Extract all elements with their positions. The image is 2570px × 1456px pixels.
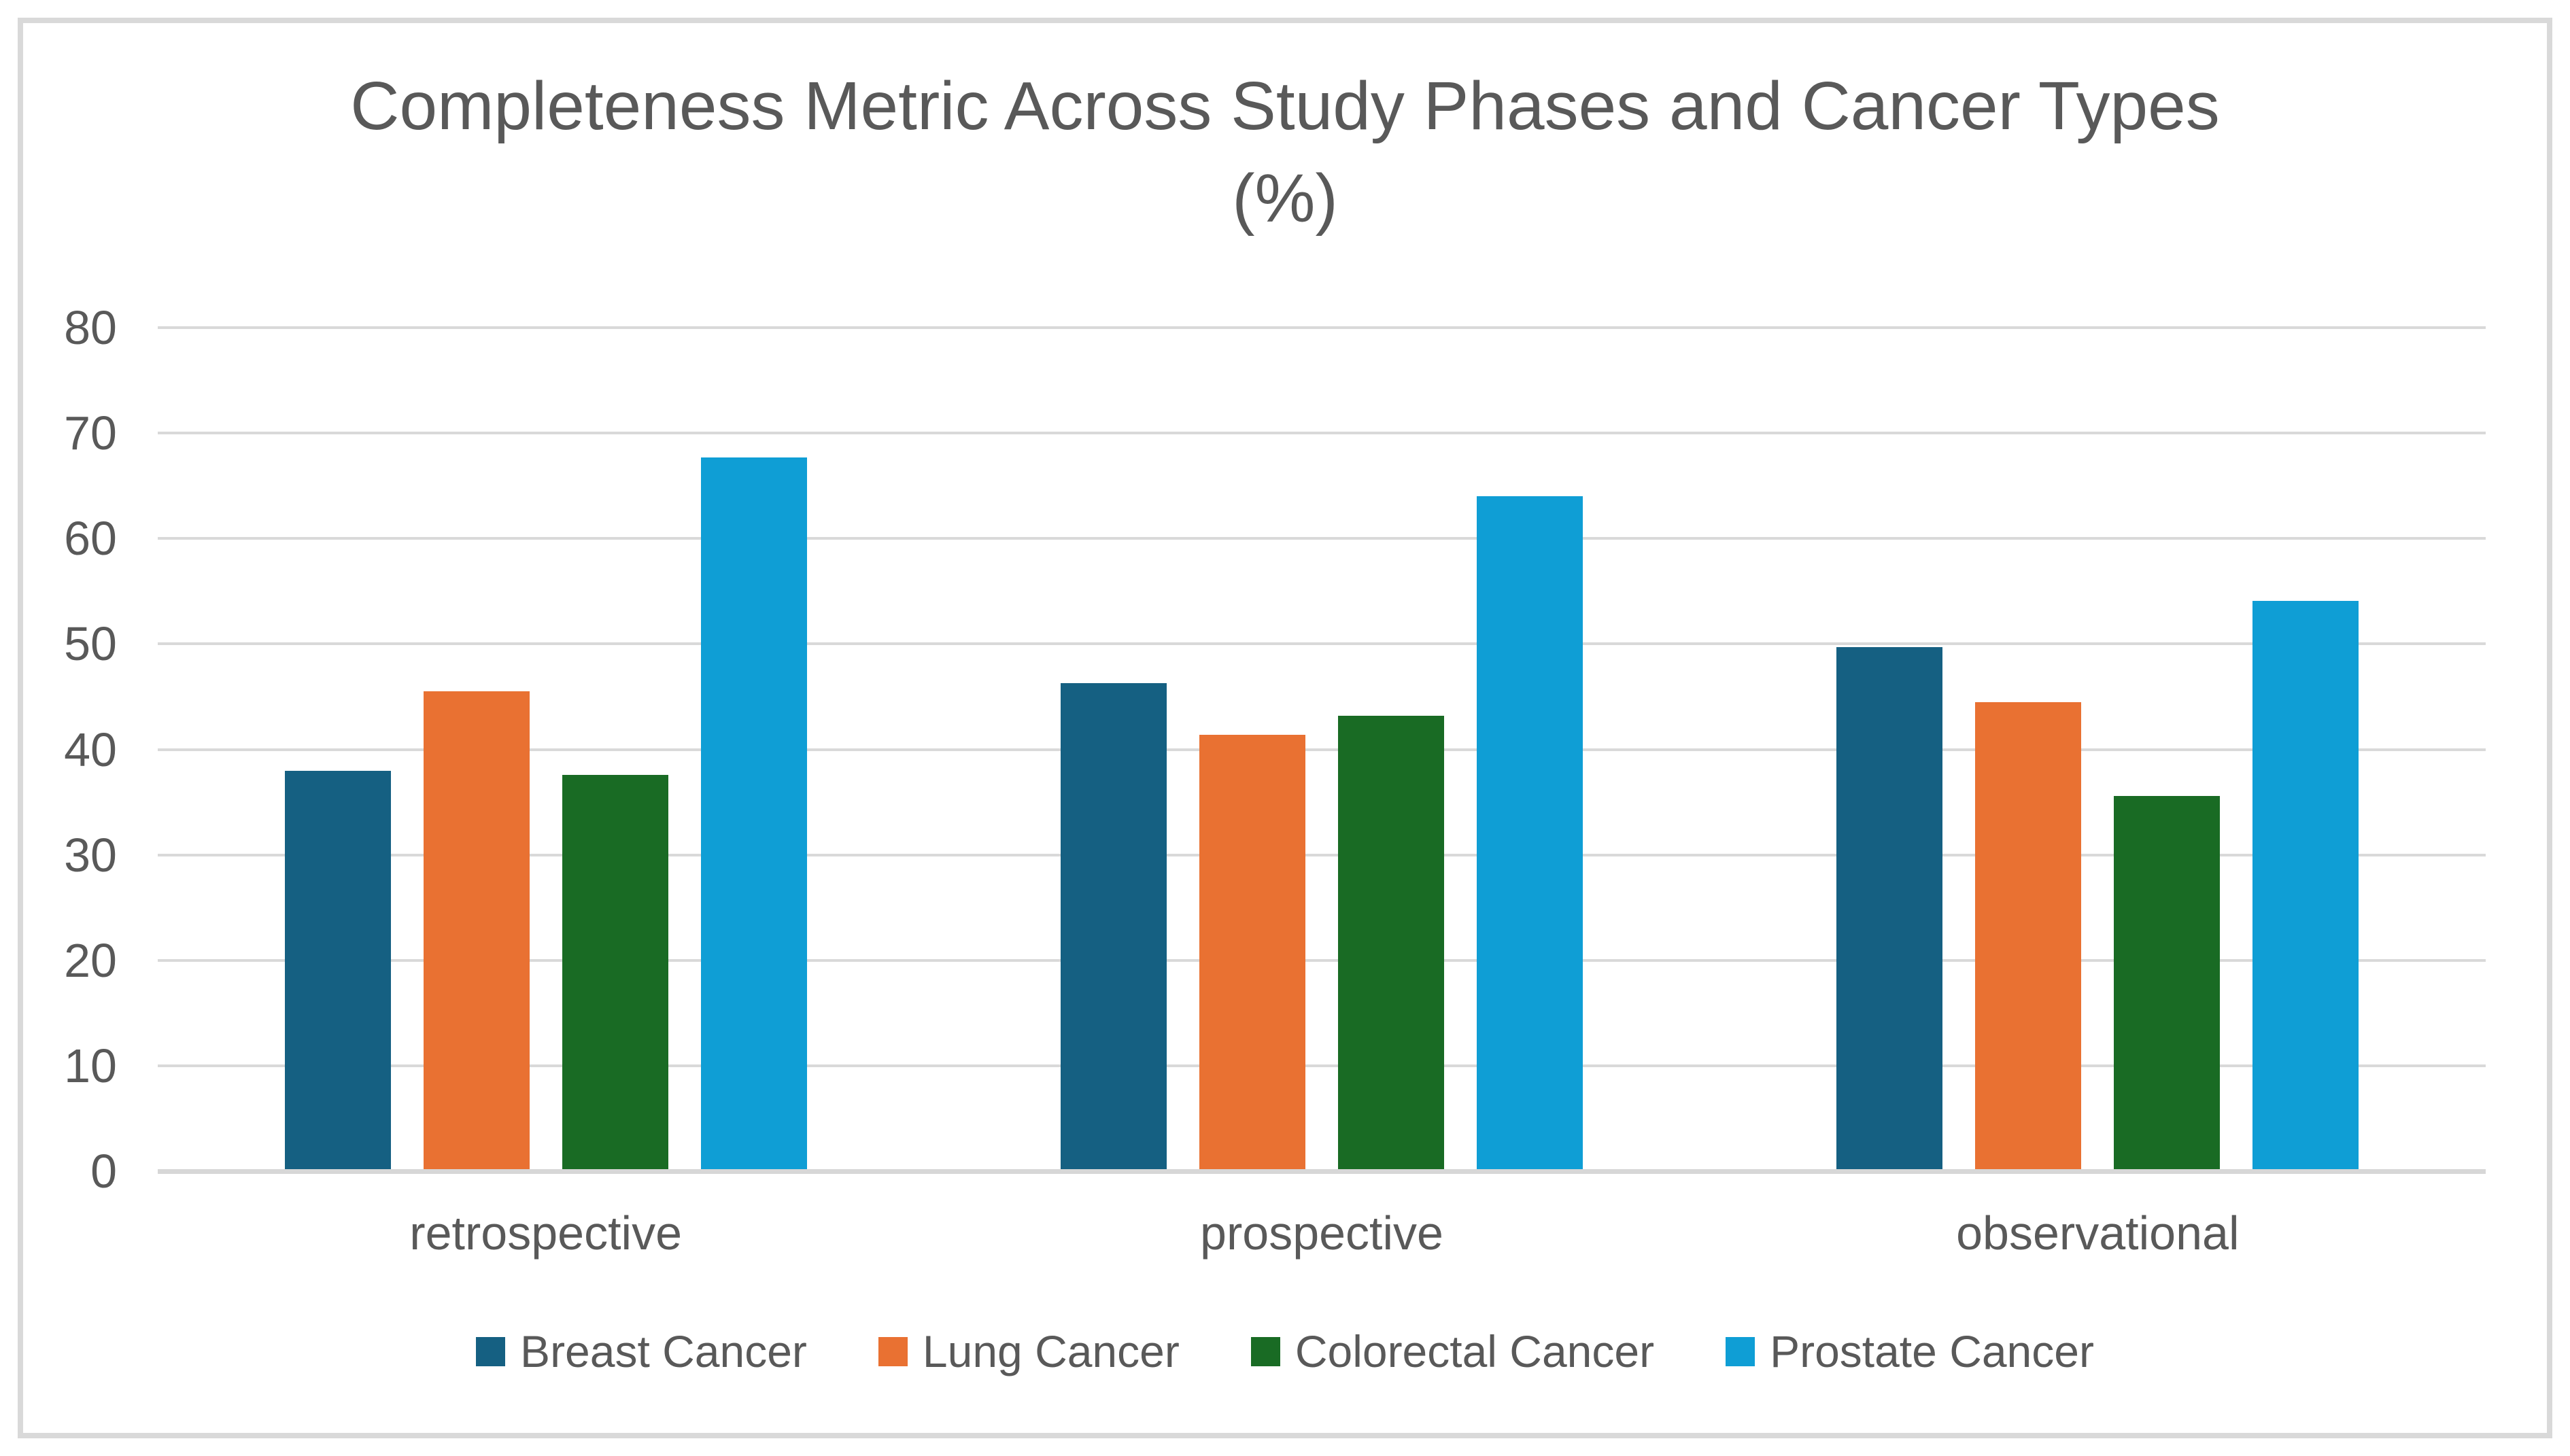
legend-label: Breast Cancer <box>520 1326 807 1376</box>
bar-prostate-cancer-observational <box>2252 600 2359 1171</box>
gridline-20 <box>158 958 2486 962</box>
chart-legend: Breast Cancer Lung Cancer Colorectal Cance… <box>0 1324 2570 1379</box>
y-axis-tick-label-30: 30 <box>64 828 117 882</box>
legend-swatch-breast-cancer <box>476 1336 506 1366</box>
y-axis-tick-label-80: 80 <box>64 301 117 354</box>
legend-label: Prostate Cancer <box>1770 1326 2094 1376</box>
bar-prostate-cancer-prospective <box>1477 496 1583 1171</box>
bar-lung-cancer-retrospective <box>423 691 530 1171</box>
plot-area <box>158 326 2486 1174</box>
y-axis-tick-label-0: 0 <box>90 1145 117 1198</box>
x-axis-line <box>158 1169 2486 1174</box>
y-axis-tick-label-70: 70 <box>64 406 117 460</box>
gridline-80 <box>158 326 2486 329</box>
gridline-10 <box>158 1064 2486 1067</box>
category-label-observational: observational <box>1956 1207 2240 1260</box>
legend-swatch-lung-cancer <box>878 1336 908 1366</box>
bar-colorectal-cancer-retrospective <box>562 774 668 1171</box>
gridline-60 <box>158 537 2486 540</box>
bar-breast-cancer-prospective <box>1061 682 1167 1171</box>
y-axis-tick-label-20: 20 <box>64 933 117 987</box>
y-axis-tick-label-40: 40 <box>64 723 117 776</box>
gridline-30 <box>158 853 2486 856</box>
bar-breast-cancer-retrospective <box>284 770 391 1171</box>
y-axis-tick-label-10: 10 <box>64 1039 117 1092</box>
gridline-50 <box>158 642 2486 646</box>
bar-lung-cancer-observational <box>1975 701 2082 1171</box>
gridline-40 <box>158 748 2486 751</box>
legend-item-lung-cancer: Lung Cancer <box>878 1324 1180 1379</box>
legend-item-prostate-cancer: Prostate Cancer <box>1726 1324 2094 1379</box>
legend-swatch-colorectal-cancer <box>1250 1336 1280 1366</box>
bar-colorectal-cancer-prospective <box>1338 715 1444 1171</box>
y-axis-tick-label-50: 50 <box>64 617 117 671</box>
legend-item-breast-cancer: Breast Cancer <box>476 1324 807 1379</box>
category-label-retrospective: retrospective <box>409 1207 683 1260</box>
legend-label: Lung Cancer <box>922 1326 1180 1376</box>
bar-lung-cancer-prospective <box>1199 734 1305 1171</box>
chart-title: Completeness Metric Across Study Phases … <box>0 60 2570 245</box>
gridline-70 <box>158 432 2486 435</box>
category-label-prospective: prospective <box>1200 1207 1443 1260</box>
bar-breast-cancer-observational <box>1836 647 1943 1171</box>
legend-item-colorectal-cancer: Colorectal Cancer <box>1250 1324 1655 1379</box>
legend-swatch-prostate-cancer <box>1726 1336 1755 1366</box>
bar-colorectal-cancer-observational <box>2114 795 2221 1171</box>
bar-prostate-cancer-retrospective <box>700 457 807 1171</box>
legend-label: Colorectal Cancer <box>1295 1326 1655 1376</box>
chart-title-line1: Completeness Metric Across Study Phases … <box>350 68 2220 144</box>
y-axis-tick-label-60: 60 <box>64 512 117 566</box>
chart-title-line2: (%) <box>1232 160 1338 237</box>
